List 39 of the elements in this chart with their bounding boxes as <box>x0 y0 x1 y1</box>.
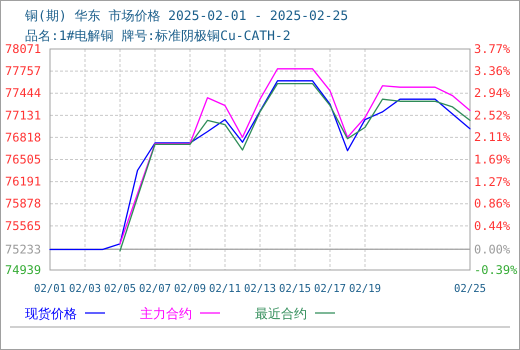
x-tick-label: 02/11 <box>209 282 242 295</box>
y-tick-label: 77131 <box>5 108 42 122</box>
y2-tick-label: 1.27% <box>474 174 511 189</box>
y2-tick-label: 1.69% <box>474 152 511 166</box>
legend-label: 现货价格 <box>25 307 77 322</box>
y2-tick-label: 2.52% <box>474 108 511 122</box>
y-tick-label: 75233 <box>5 242 42 256</box>
chart-subtitle: 品名:1#电解铜 牌号:标准阴极铜Cu-CATH-2 <box>25 29 291 44</box>
y-tick-label: 76818 <box>5 130 42 144</box>
legend-label: 主力合约 <box>140 306 192 322</box>
x-tick-label: 02/01 <box>34 282 68 295</box>
x-tick-label: 02/15 <box>279 282 312 295</box>
y2-tick-label: -0.39% <box>474 263 518 277</box>
x-tick-label: 02/25 <box>454 282 488 295</box>
y-tick-label: 76505 <box>5 152 42 166</box>
y2-tick-label: 2.94% <box>474 86 511 100</box>
y2-tick-label: 3.77% <box>474 42 511 56</box>
x-tick-label: 02/05 <box>104 282 138 295</box>
legend-label: 最近合约 <box>255 307 307 322</box>
chart-title: 铜(期) 华东 市场价格 2025-02-01 - 2025-02-25 <box>24 9 348 24</box>
x-tick-label: 02/07 <box>139 282 172 295</box>
y-tick-label: 74939 <box>5 263 42 277</box>
y-tick-label: 77757 <box>5 64 42 78</box>
y-tick-label: 75565 <box>5 218 42 233</box>
y2-tick-label: 0.86% <box>474 196 511 211</box>
y-tick-label: 77444 <box>5 86 42 100</box>
x-tick-label: 02/09 <box>174 282 208 295</box>
y2-tick-label: 0.00% <box>474 242 511 256</box>
y-tick-label: 76191 <box>5 174 42 189</box>
y2-tick-label: 3.36% <box>474 64 511 78</box>
y2-tick-label: 2.11% <box>474 130 511 144</box>
x-tick-label: 02/13 <box>244 282 278 295</box>
x-tick-label: 02/03 <box>69 282 102 295</box>
line-series <box>49 80 471 250</box>
y2-tick-label: 0.44% <box>474 218 511 233</box>
y-tick-label: 78071 <box>5 42 42 56</box>
x-tick-label: 02/17 <box>314 282 348 295</box>
x-tick-label: 02/19 <box>349 282 382 295</box>
y-tick-label: 75878 <box>5 196 42 211</box>
